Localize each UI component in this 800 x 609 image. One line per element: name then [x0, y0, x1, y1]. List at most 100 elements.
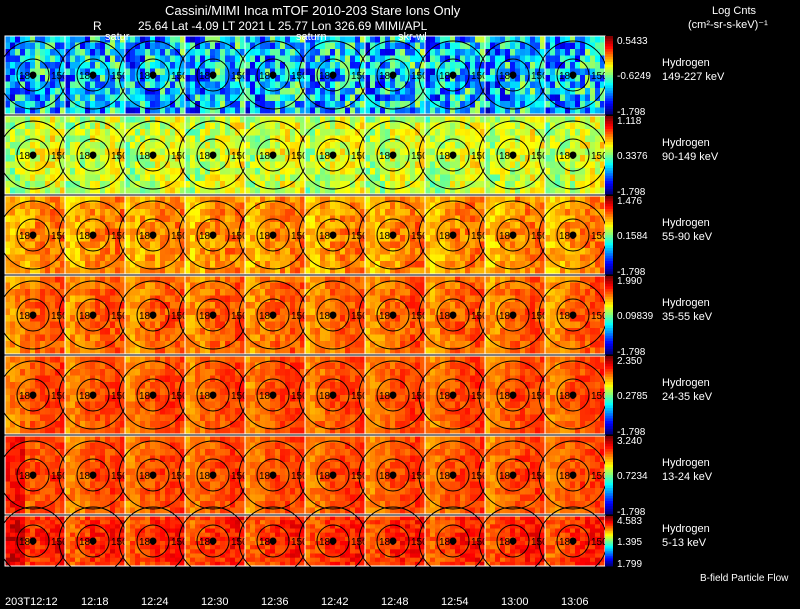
planet-dot — [29, 471, 37, 479]
ring-label-center: 180 — [439, 231, 456, 242]
row-energy: 90-149 keV — [662, 151, 719, 163]
ring-label-center: 180 — [379, 537, 396, 548]
planet-dot — [29, 151, 37, 159]
colorbar-min: 1.799 — [617, 559, 643, 570]
time-label: 12:36 — [261, 596, 289, 608]
ring-label-right: 150 — [291, 537, 308, 548]
ring-label-center: 180 — [259, 391, 276, 402]
planet-dot — [509, 537, 517, 545]
panel-cell: 180 150 — [58, 355, 128, 435]
ring-label-right: 150 — [231, 537, 248, 548]
colorbar — [605, 516, 613, 567]
time-label: 13:00 — [501, 596, 529, 608]
planet-dot — [29, 311, 37, 319]
ring-label-center: 180 — [379, 151, 396, 162]
ring-label-center: 180 — [19, 151, 36, 162]
ring-label-center: 180 — [559, 151, 576, 162]
ring-label-center: 180 — [379, 391, 396, 402]
ring-label-center: 180 — [79, 311, 96, 322]
panel-cell: 180 150 — [538, 275, 608, 355]
panel-cell: 180 150 — [358, 435, 428, 515]
ring-label-right: 150 — [411, 471, 428, 482]
planet-dot — [269, 471, 277, 479]
colorbar-max: 0.5433 — [617, 36, 648, 47]
colorbar-max: 1.990 — [617, 276, 643, 287]
planet-dot — [29, 231, 37, 239]
colorbar-max: 1.476 — [617, 196, 643, 207]
ring-label-right: 150 — [231, 311, 248, 322]
planet-dot — [269, 71, 277, 79]
ring-label-right: 150 — [171, 311, 188, 322]
planet-dot — [209, 537, 217, 545]
planet-dot — [329, 391, 337, 399]
ring-label-right: 150 — [411, 151, 428, 162]
ring-label-center: 180 — [559, 391, 576, 402]
ring-label-center: 180 — [139, 311, 156, 322]
panel-cell: 180 150 — [178, 275, 248, 355]
ring-label-right: 150 — [171, 537, 188, 548]
panel-cell: 180 150 — [298, 435, 368, 515]
panel-cell: 180 150 — [298, 115, 368, 195]
ring-label-center: 180 — [199, 231, 216, 242]
planet-dot — [449, 151, 457, 159]
ring-label-center: 180 — [259, 71, 276, 82]
ring-label-right: 150 — [111, 151, 128, 162]
ring-label-right: 150 — [171, 151, 188, 162]
planet-dot — [449, 391, 457, 399]
panel-cell: 180 150 — [298, 35, 368, 115]
panel-cell: 180 150 — [178, 35, 248, 115]
panel-cell: 180 150 — [538, 355, 608, 435]
planet-dot — [509, 151, 517, 159]
planet-dot — [509, 391, 517, 399]
ring-label-right: 150 — [411, 537, 428, 548]
colorbar-mid: -0.6249 — [617, 71, 651, 82]
planet-dot — [449, 231, 457, 239]
panel-cell: 180 150 — [358, 35, 428, 115]
colorbar-mid: 0.7234 — [617, 471, 648, 482]
panel-cell: 180 150 — [118, 355, 188, 435]
ring-label-center: 180 — [259, 471, 276, 482]
ring-label-right: 150 — [111, 311, 128, 322]
ring-label-center: 180 — [319, 391, 336, 402]
ring-label-center: 180 — [79, 231, 96, 242]
planet-dot — [209, 71, 217, 79]
ring-label-right: 150 — [411, 311, 428, 322]
ring-label-center: 180 — [199, 471, 216, 482]
planet-dot — [389, 311, 397, 319]
ring-label-right: 150 — [291, 71, 308, 82]
ring-label-right: 150 — [471, 471, 488, 482]
ring-label-right: 150 — [471, 537, 488, 548]
planet-dot — [269, 311, 277, 319]
ring-label-right: 150 — [411, 391, 428, 402]
time-label: 12:18 — [81, 596, 109, 608]
panel-cell: 180 150 — [418, 435, 488, 515]
panel-cell: 180 150 — [478, 35, 548, 115]
ring-label-center: 180 — [199, 151, 216, 162]
planet-dot — [509, 311, 517, 319]
planet-dot — [209, 151, 217, 159]
ring-label-right: 150 — [351, 151, 368, 162]
ring-label-center: 180 — [199, 71, 216, 82]
ring-label-right: 150 — [291, 311, 308, 322]
panel-cell: 180 150 — [418, 35, 488, 115]
ring-label-center: 180 — [19, 537, 36, 548]
planet-dot — [89, 537, 97, 545]
planet-dot — [89, 231, 97, 239]
ring-label-center: 180 — [499, 537, 516, 548]
ephem-values: 25.64 Lat -4.09 LT 2021 L 25.77 Lon 326.… — [138, 19, 428, 33]
colorbar-min: -1.798 — [617, 187, 646, 198]
ring-label-center: 180 — [79, 71, 96, 82]
ring-label-center: 180 — [319, 71, 336, 82]
ring-label-center: 180 — [79, 151, 96, 162]
planet-dot — [329, 471, 337, 479]
colorbar — [605, 436, 613, 515]
colorbar-min: -1.798 — [617, 267, 646, 278]
planet-dot — [149, 151, 157, 159]
ring-label-right: 150 — [231, 471, 248, 482]
ring-label-center: 180 — [19, 311, 36, 322]
ring-label-center: 180 — [559, 71, 576, 82]
panel-cell: 180 150 — [358, 275, 428, 355]
ring-label-center: 180 — [139, 391, 156, 402]
panel-cell: 180 150 — [358, 506, 428, 576]
panel-cell: 180 150 — [358, 355, 428, 435]
